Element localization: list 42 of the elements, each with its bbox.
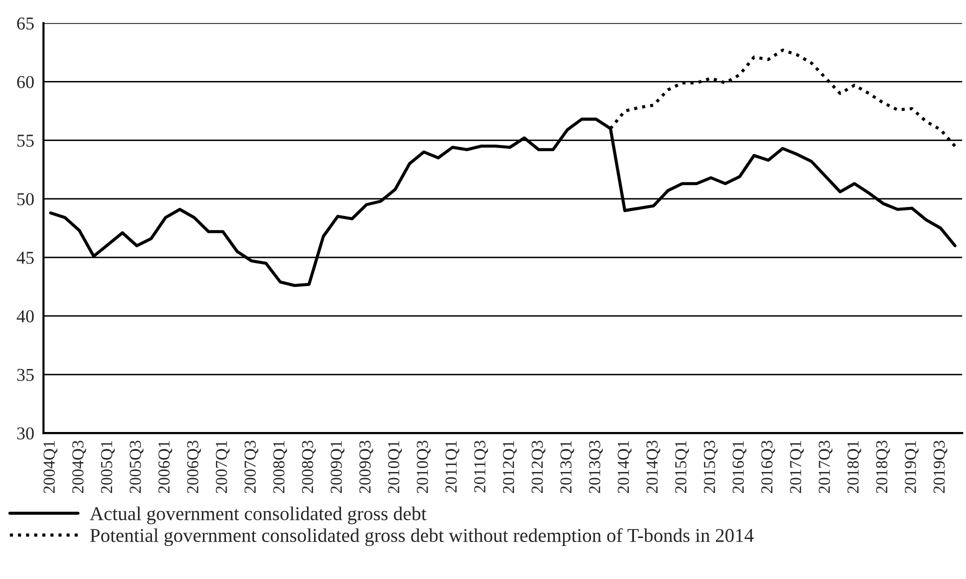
- x-tick-label: 2004Q1: [44, 441, 58, 494]
- x-tick-label: 2012Q1: [502, 441, 517, 494]
- legend-label: Potential government consolidated gross debt without redemption of T-bonds in 2014: [90, 528, 754, 546]
- x-tick-label: 2015Q3: [704, 440, 718, 494]
- x-tick-label: 2012Q3: [532, 440, 546, 494]
- y-tick-label: 55: [17, 134, 34, 147]
- x-tick-label: 2015Q1: [675, 441, 689, 494]
- x-tick-label: 2010Q3: [416, 440, 431, 494]
- x-tick-label: 2018Q3: [876, 440, 890, 494]
- x-tick-label: 2016Q3: [761, 440, 776, 494]
- x-tick-label: 2016Q1: [732, 441, 746, 494]
- x-tick-label: 2007Q1: [216, 441, 230, 494]
- x-tick-label: 2007Q3: [244, 440, 258, 494]
- x-tick-label: 2014Q1: [618, 441, 632, 494]
- x-tick-label: 2009Q1: [330, 441, 344, 494]
- x-tick-label: 2004Q3: [72, 440, 86, 494]
- y-tick-label: 30: [17, 427, 34, 440]
- y-tick-label: 35: [17, 368, 34, 381]
- x-tick-label: 2006Q1: [158, 441, 172, 494]
- y-tick-label: 65: [17, 17, 34, 30]
- y-tick-label: 60: [17, 76, 34, 88]
- legend-label: Actual government consolidated gross debt: [90, 506, 426, 524]
- x-tick-label: 2010Q1: [388, 441, 402, 494]
- x-tick-label: 2017Q1: [790, 441, 804, 494]
- x-tick-label: 2013Q3: [589, 440, 603, 494]
- x-tick-label: 2005Q3: [130, 440, 144, 494]
- x-tick-label: 2013Q1: [560, 441, 574, 494]
- x-tick-label: 2014Q3: [646, 440, 660, 494]
- x-tick-label: 2018Q1: [847, 441, 862, 494]
- x-tick-label: 2017Q3: [818, 440, 832, 494]
- x-tick-label: 2006Q3: [187, 440, 201, 494]
- x-tick-label: 2008Q1: [273, 441, 288, 494]
- y-tick-label: 45: [16, 252, 34, 264]
- x-tick-label: 2019Q3: [934, 440, 948, 494]
- y-tick-label: 40: [16, 310, 34, 322]
- x-tick-label: 2008Q3: [302, 440, 316, 494]
- x-tick-label: 2011Q3: [474, 440, 488, 492]
- x-tick-label: 2009Q3: [359, 440, 374, 494]
- x-tick-label: 2005Q1: [100, 441, 115, 494]
- x-tick-label: 2019Q1: [904, 441, 919, 494]
- y-tick-label: 50: [17, 193, 34, 206]
- x-tick-label: 2011Q1: [445, 441, 460, 492]
